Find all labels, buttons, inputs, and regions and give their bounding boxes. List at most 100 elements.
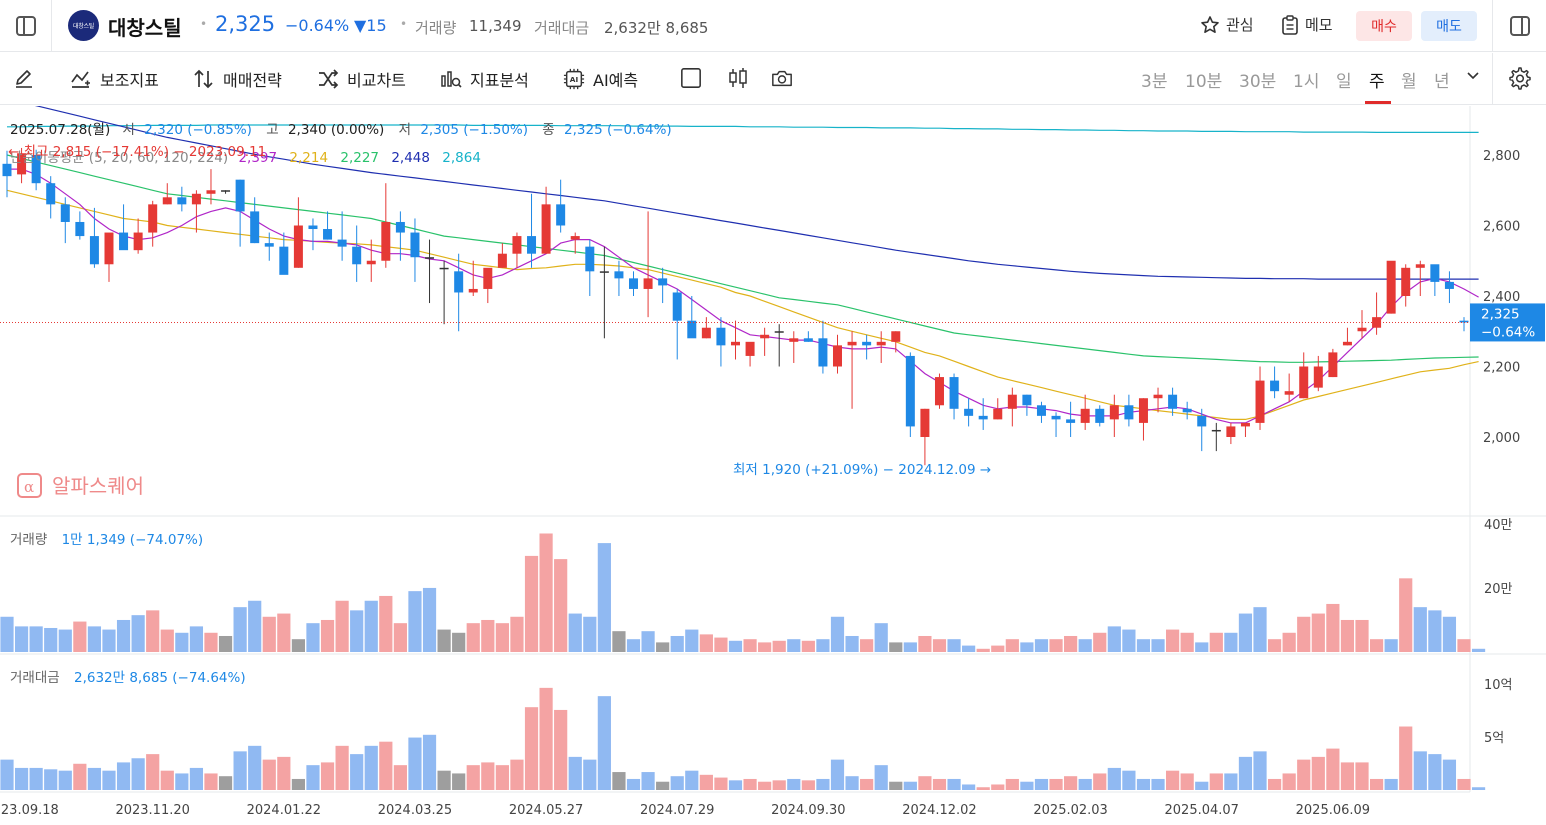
candle	[425, 239, 435, 304]
chart-area[interactable]: 2,000 2,200 2,400 2,600 2,800 2,325 −0.64% 2…	[0, 106, 1546, 825]
volume-bar	[44, 627, 58, 652]
sidebar-toggle-button[interactable]	[0, 0, 52, 52]
amount-bar	[787, 778, 801, 790]
candle	[439, 260, 449, 325]
candle-body	[133, 232, 143, 251]
candle	[1197, 408, 1207, 452]
candle	[1284, 373, 1294, 402]
amount-bar	[1399, 726, 1413, 790]
svg-text:AI: AI	[570, 75, 579, 84]
sell-button[interactable]: 매도	[1421, 11, 1477, 41]
watchlist-label: 관심	[1226, 16, 1254, 34]
current-price-tag: 2,325 −0.64%	[1470, 303, 1545, 342]
candle	[672, 288, 682, 360]
period-month[interactable]: 월	[1401, 72, 1417, 92]
amount-bar	[73, 763, 87, 790]
volume-bar	[1166, 629, 1180, 652]
volume-bar	[58, 629, 72, 652]
volume-bar	[758, 642, 772, 652]
candle-body	[410, 232, 420, 258]
candle-body	[177, 197, 187, 205]
volume-panel-value: 1만 1,349 (−74.07%)	[62, 532, 204, 548]
candle-body	[1299, 366, 1309, 399]
low-label: 저	[399, 122, 411, 138]
buy-button[interactable]: 매수	[1356, 11, 1412, 41]
indicators-button[interactable]: 보조지표	[70, 67, 159, 91]
period-3min[interactable]: 3분	[1141, 72, 1168, 92]
volume-bar	[1442, 616, 1457, 652]
high-value: 2,340 (0.00%)	[288, 122, 384, 138]
candle-type-button[interactable]	[727, 67, 749, 89]
candle	[774, 324, 784, 367]
candle-body	[235, 179, 245, 212]
more-periods-dropdown[interactable]	[1466, 69, 1480, 83]
chart-style-box-button[interactable]	[680, 67, 702, 89]
period-1hour[interactable]: 1시	[1293, 72, 1320, 92]
volume-panel-title: 거래량	[10, 532, 47, 548]
candle	[905, 352, 915, 437]
period-week[interactable]: 주	[1369, 72, 1385, 92]
candle-body	[1138, 398, 1148, 423]
indicator-analysis-button[interactable]: 지표분석	[440, 67, 529, 91]
amount-bar	[714, 777, 728, 790]
candle	[687, 296, 697, 339]
amount-bar	[830, 759, 845, 790]
candle-body	[905, 355, 915, 427]
screenshot-button[interactable]	[771, 67, 793, 89]
volume-bar	[437, 629, 451, 652]
square-icon	[681, 68, 701, 88]
memo-icon	[1282, 14, 1298, 35]
candle	[541, 186, 551, 254]
candle-body	[1313, 366, 1323, 388]
amount-bar	[379, 741, 393, 790]
amount-bar	[160, 770, 174, 790]
ma60-line	[6, 154, 1479, 363]
period-year[interactable]: 년	[1434, 72, 1450, 92]
volume-bar	[1005, 639, 1019, 652]
amount-bar	[350, 754, 364, 790]
ai-forecast-button[interactable]: AI AI예측	[563, 67, 638, 91]
compare-chart-button[interactable]: 비교차트	[317, 67, 406, 91]
candle-body	[31, 155, 41, 184]
amount-bar	[801, 780, 815, 790]
candle	[162, 183, 172, 205]
alphasquare-logo-icon	[17, 473, 42, 498]
watchlist-button[interactable]: 관심	[1200, 14, 1254, 35]
period-day[interactable]: 일	[1336, 72, 1352, 92]
candle	[716, 317, 726, 367]
volume-bar	[685, 629, 699, 652]
amount-bar	[29, 767, 43, 790]
volume-bar	[947, 639, 961, 652]
trading-strategy-button[interactable]: 매매전략	[193, 67, 282, 91]
amount-bar	[291, 778, 305, 790]
candle-body	[1357, 327, 1367, 332]
panel-toggle-icon	[1509, 16, 1530, 36]
candle-body	[1022, 394, 1032, 406]
chart-settings-button[interactable]	[1492, 53, 1546, 105]
candle	[352, 225, 362, 282]
volume-bar	[306, 623, 320, 652]
volume-bar	[641, 631, 655, 652]
right-panel-toggle-button[interactable]	[1492, 0, 1546, 52]
amount-bar	[524, 707, 539, 790]
candle-body	[221, 190, 231, 192]
volume-bar	[233, 607, 247, 652]
amount-bar	[102, 770, 116, 790]
candle	[119, 204, 129, 251]
amount-bar	[1442, 759, 1457, 790]
candle	[1240, 422, 1250, 437]
volume-bar	[262, 616, 276, 652]
amount-bar	[1034, 778, 1049, 790]
amount-bar	[626, 778, 641, 790]
candle-body	[672, 292, 682, 321]
memo-button[interactable]: 메모	[1281, 14, 1333, 35]
stock-name[interactable]: 대창스틸	[108, 16, 182, 40]
drawing-tool-button[interactable]	[13, 67, 35, 89]
volume-bar	[466, 623, 480, 652]
volume-bar	[1471, 648, 1486, 652]
period-10min[interactable]: 10분	[1185, 72, 1223, 92]
candle-body	[760, 334, 770, 339]
volume-bar	[1428, 610, 1442, 652]
trade-amount-bars	[0, 687, 1486, 790]
period-30min[interactable]: 30분	[1239, 72, 1277, 92]
